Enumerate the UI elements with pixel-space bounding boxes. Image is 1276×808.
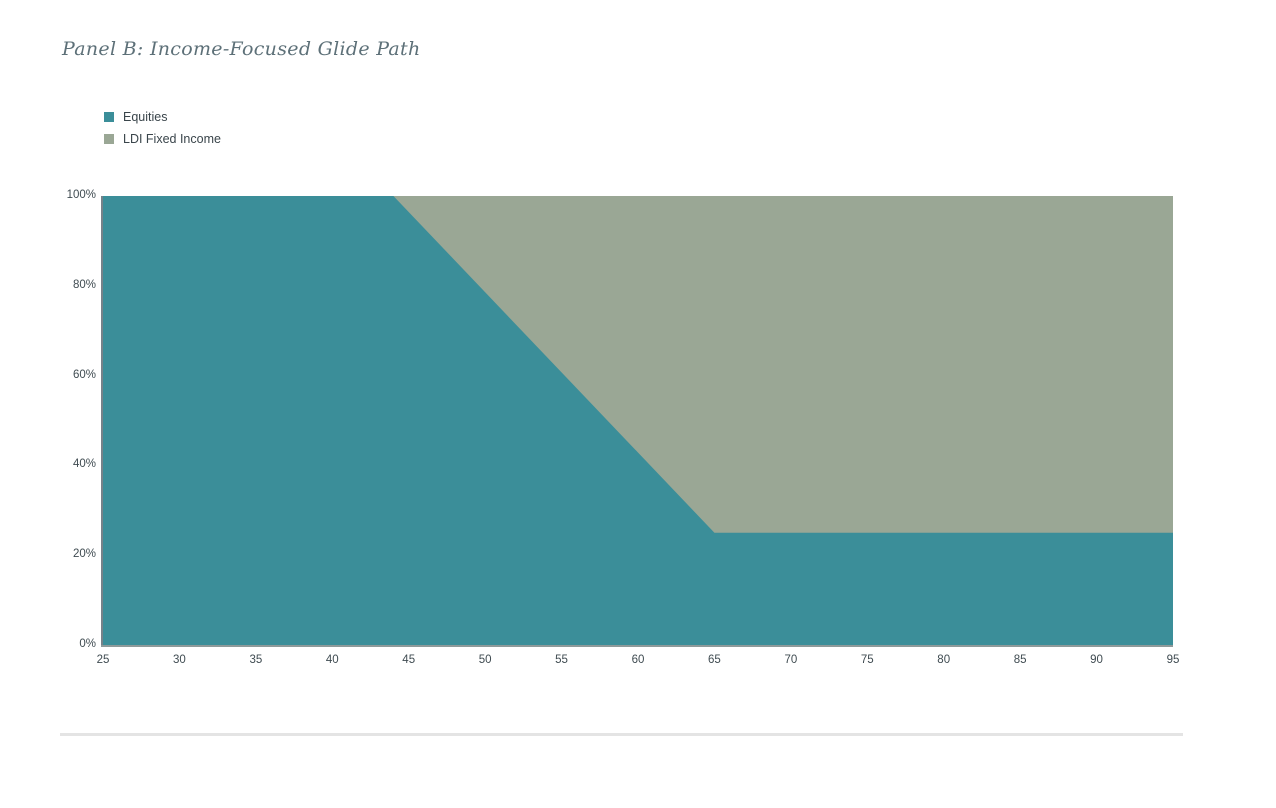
x-tick-label-30: 30: [173, 654, 186, 666]
ldi-fixed-income-swatch-icon: [104, 134, 114, 144]
y-tick-label-0: 0%: [79, 638, 96, 650]
y-tick-label-60: 60%: [72, 368, 96, 381]
legend-label-ldi-fixed-income: LDI Fixed Income: [123, 132, 221, 146]
y-tick-label-100: 100%: [66, 189, 96, 201]
legend-label-equities: Equities: [123, 110, 168, 124]
x-tick-label-25: 25: [96, 654, 110, 666]
bottom-divider: [60, 733, 1183, 736]
x-tick-label-40: 40: [325, 654, 339, 666]
y-tick-label-80: 80%: [72, 278, 96, 291]
chart-plot-area: [103, 196, 1173, 645]
y-tick-label-20: 20%: [72, 548, 96, 561]
equities-area: [103, 196, 1173, 645]
x-tick-label-45: 45: [402, 654, 416, 666]
x-tick-label-35: 35: [249, 654, 263, 666]
x-tick-label-75: 75: [860, 654, 874, 666]
legend-item-equities: Equities: [104, 106, 221, 128]
x-tick-label-90: 90: [1090, 654, 1103, 666]
x-axis-line: [101, 645, 1173, 647]
x-tick-label-60: 60: [631, 654, 645, 666]
x-tick-label-50: 50: [478, 654, 492, 666]
chart-title: Panel B: Income-Focused Glide Path: [62, 38, 421, 60]
chart-legend: Equities LDI Fixed Income: [104, 106, 221, 150]
x-tick-label-80: 80: [937, 654, 951, 666]
legend-item-ldi-fixed-income: LDI Fixed Income: [104, 128, 221, 150]
y-tick-label-40: 40%: [72, 458, 96, 471]
y-axis-line: [101, 196, 103, 647]
stacked-area-chart: [103, 196, 1173, 645]
x-tick-label-85: 85: [1013, 654, 1027, 666]
equities-swatch-icon: [104, 112, 114, 122]
x-tick-label-65: 65: [708, 654, 721, 666]
x-tick-label-70: 70: [784, 654, 798, 666]
x-tick-label-55: 55: [555, 654, 568, 666]
x-tick-label-95: 95: [1166, 654, 1180, 666]
